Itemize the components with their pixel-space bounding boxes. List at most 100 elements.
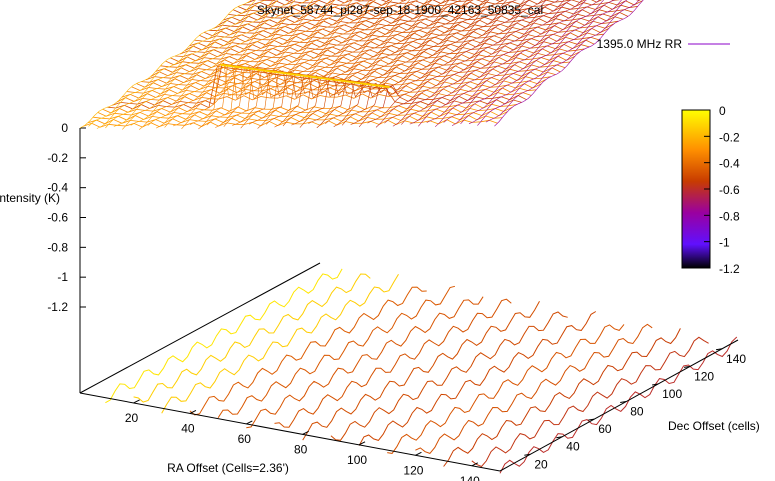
mesh-column	[418, 0, 572, 127]
mesh-column	[164, 0, 332, 128]
x-tick-label: 120	[403, 463, 423, 477]
x-tick-label: 40	[181, 421, 195, 435]
mesh-column	[341, 0, 503, 126]
mesh-column	[443, 0, 600, 123]
mesh-row	[131, 79, 547, 91]
y-tick	[715, 348, 723, 351]
contour-line	[358, 311, 597, 446]
mesh-row	[184, 36, 600, 52]
x-tick-label: 60	[238, 432, 252, 446]
x-axis-label: RA Offset (Cells=2.36')	[167, 461, 289, 475]
base-contour-lines	[105, 268, 738, 474]
mesh-column	[477, 0, 628, 126]
mesh-column	[122, 0, 292, 130]
mesh-row	[237, 0, 560, 11]
z-tick-label: -1.2	[47, 300, 68, 314]
z-tick-label: -1	[57, 270, 68, 284]
mesh-column	[215, 0, 377, 128]
mesh-row	[174, 43, 590, 58]
contour-line	[189, 286, 427, 416]
y-tick	[620, 401, 627, 404]
mesh-row	[87, 115, 503, 125]
ridge-line	[220, 63, 390, 89]
mesh-column	[367, 0, 525, 124]
mesh-column	[409, 0, 565, 125]
mesh-column	[257, 0, 419, 129]
mesh-column	[316, 0, 474, 129]
mesh-column	[333, 0, 490, 127]
mesh-column	[358, 0, 517, 128]
mesh-row	[141, 71, 556, 84]
x-tick	[133, 399, 140, 404]
mesh-column	[384, 0, 543, 124]
mesh-column	[139, 0, 309, 130]
contour-line	[133, 273, 371, 403]
mesh-row	[208, 16, 624, 33]
contour-line	[499, 336, 738, 474]
mesh-row	[228, 0, 643, 17]
mesh-column	[232, 0, 393, 126]
mesh-column	[451, 0, 604, 126]
mesh-column	[392, 0, 547, 127]
x-tick-label: 80	[294, 442, 308, 456]
mesh-row	[165, 51, 580, 66]
x-tick-label: 20	[125, 411, 139, 425]
mesh-column	[274, 0, 433, 128]
colorbar-tick-label: -0.8	[719, 209, 740, 223]
x-tick	[358, 441, 366, 446]
mesh-row	[126, 83, 542, 95]
y-tick	[683, 365, 691, 368]
mesh-row	[203, 20, 619, 37]
mesh-column	[240, 0, 406, 129]
mesh-column	[265, 0, 428, 125]
contour-line	[105, 268, 343, 404]
colorbar-tick-label: -1	[719, 236, 730, 250]
mesh-row	[218, 9, 634, 26]
mesh-column	[375, 0, 530, 128]
mesh-column	[206, 0, 371, 126]
z-tick-label: 0	[61, 121, 68, 135]
mesh-column	[181, 0, 349, 130]
x-axis-line	[79, 392, 501, 472]
legend-entry-label: 1395.0 MHz RR	[597, 37, 683, 51]
mesh-column	[189, 0, 353, 125]
y-tick-label: 40	[566, 440, 580, 454]
x-tick	[302, 430, 309, 435]
mesh-row	[150, 64, 566, 77]
mesh-row	[170, 48, 585, 62]
y-tick-label: 60	[598, 422, 612, 436]
colorbar-ticks: 0 -0.2 -0.4 -0.6 -0.8 -1 -1.2	[704, 104, 740, 276]
chart-title: Skynet_58744_pi287-sep-18-1900_42163_508…	[257, 3, 543, 17]
y-axis-label: Dec Offset (cells)	[668, 419, 760, 433]
mesh-column	[426, 0, 583, 123]
mesh-column	[130, 0, 296, 126]
mesh-row	[92, 110, 508, 121]
x-tick-label: 100	[347, 453, 367, 467]
y-tick	[524, 453, 531, 456]
mesh-column	[172, 0, 336, 127]
surface-mesh	[79, 0, 644, 130]
mesh-row	[223, 4, 638, 22]
z-tick-label: -0.2	[47, 151, 68, 165]
contour-line	[246, 296, 484, 429]
mesh-column	[113, 0, 279, 127]
y-tick-label: 140	[726, 352, 746, 366]
z-tick-label: -0.6	[47, 211, 68, 225]
contour-line	[387, 324, 625, 454]
colorbar-tick-label: -0.4	[719, 157, 740, 171]
mesh-column	[282, 0, 446, 127]
mesh-row	[179, 39, 595, 55]
mesh-row	[112, 63, 527, 106]
y-tick-label: 120	[694, 369, 714, 383]
y-axis-line	[499, 339, 739, 472]
mesh-column	[248, 0, 410, 125]
contour-line	[330, 311, 568, 441]
mesh-row	[116, 91, 532, 103]
mesh-row	[107, 66, 522, 110]
y-tick-label: 80	[630, 405, 644, 419]
mesh-row	[97, 106, 513, 117]
y-tick-label: 20	[534, 457, 548, 471]
contour-line	[161, 274, 399, 414]
mesh-column	[79, 0, 252, 129]
